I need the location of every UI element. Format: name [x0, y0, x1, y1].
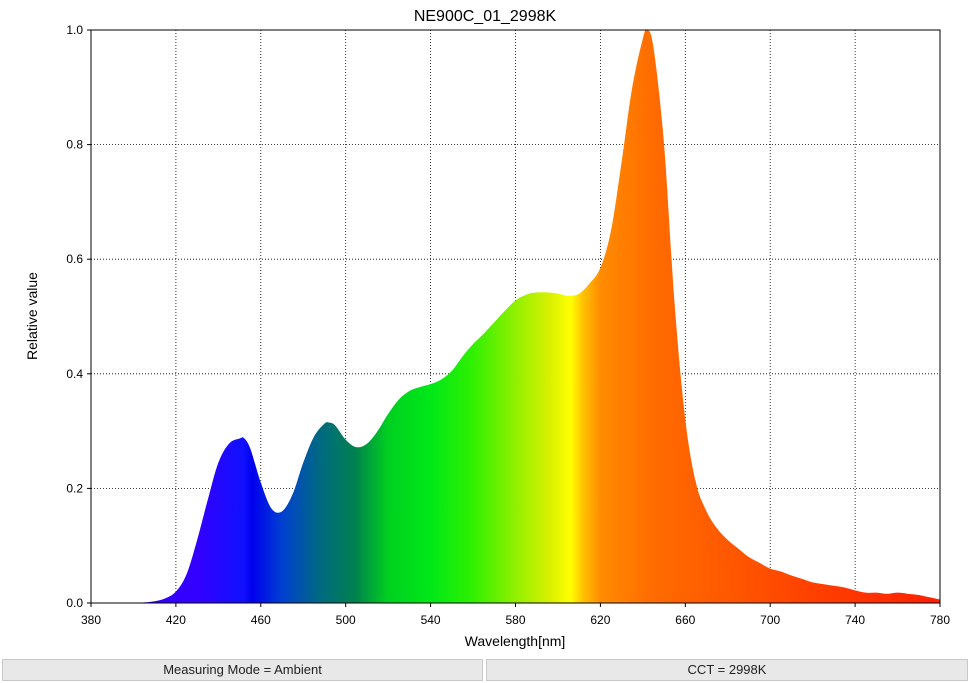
x-tick-label: 380: [81, 613, 101, 627]
x-tick-label: 660: [675, 613, 695, 627]
y-axis-title: Relative value: [24, 272, 40, 360]
spectrum-area: [133, 29, 940, 603]
x-tick-label: 580: [505, 613, 525, 627]
y-tick-label: 0.8: [66, 138, 83, 152]
x-tick-label: 780: [930, 613, 950, 627]
x-axis-ticks: 380 420 460 500 540 580 620 660 700 740 780: [81, 603, 950, 627]
x-tick-label: 700: [760, 613, 780, 627]
x-axis-title: Wavelength[nm]: [465, 633, 566, 649]
y-tick-label: 0.4: [66, 367, 83, 381]
x-tick-label: 620: [590, 613, 610, 627]
spectrum-chart: NE900C_01_2998K 380 420 460 500 540 580 620 660…: [24, 8, 950, 649]
x-tick-label: 500: [336, 613, 356, 627]
y-axis-ticks: 0.0 0.2 0.4 0.6 0.8 1.0: [66, 23, 91, 610]
x-tick-label: 460: [251, 613, 271, 627]
y-tick-label: 0.2: [66, 481, 83, 495]
cct-status: CCT = 2998K: [486, 659, 968, 681]
y-tick-label: 0.6: [66, 252, 83, 266]
x-tick-label: 420: [166, 613, 186, 627]
y-tick-label: 1.0: [66, 23, 83, 37]
status-bar: Measuring Mode = Ambient CCT = 2998K: [0, 658, 970, 683]
x-tick-label: 740: [845, 613, 865, 627]
x-tick-label: 540: [421, 613, 441, 627]
measuring-mode-status: Measuring Mode = Ambient: [2, 659, 483, 681]
chart-title: NE900C_01_2998K: [414, 8, 557, 25]
y-tick-label: 0.0: [66, 596, 83, 610]
